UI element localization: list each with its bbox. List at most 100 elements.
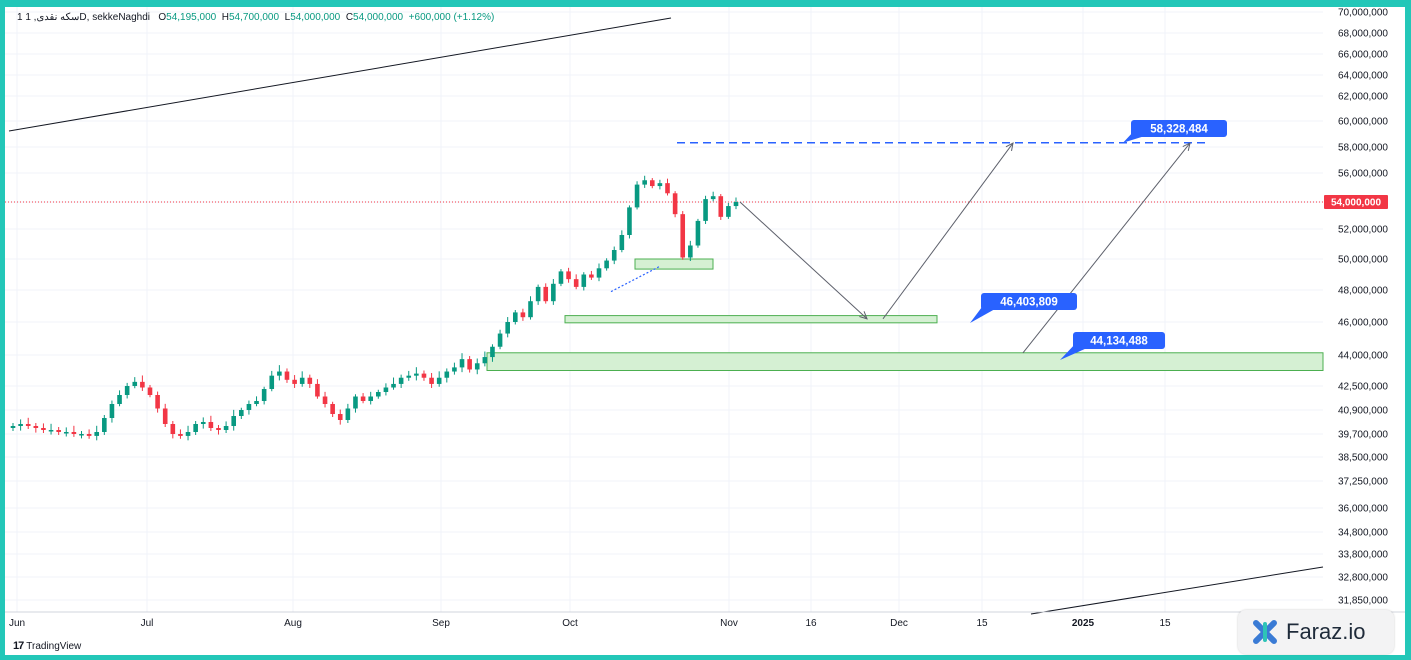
candle bbox=[239, 407, 244, 419]
y-tick-label: 44,000,000 bbox=[1338, 351, 1388, 362]
tradingview-logo[interactable]: 17 TradingView bbox=[13, 640, 81, 652]
x-tick-label: Nov bbox=[720, 618, 738, 629]
candle-body bbox=[102, 418, 107, 432]
candle bbox=[573, 274, 579, 290]
candle bbox=[398, 374, 404, 388]
candle-body bbox=[79, 434, 84, 436]
y-tick-label: 38,500,000 bbox=[1338, 453, 1388, 464]
high-value: 54,700,000 bbox=[229, 12, 280, 23]
candle-body bbox=[109, 404, 115, 418]
candle bbox=[436, 371, 442, 387]
candle bbox=[566, 267, 571, 283]
candle-body bbox=[132, 381, 138, 386]
upper-trend-line bbox=[8, 17, 672, 132]
price-axis[interactable]: 70,000,000 68,000,000 66,000,000 64,000,000… bbox=[1338, 8, 1388, 607]
candle-body bbox=[322, 396, 328, 404]
candle-body bbox=[178, 434, 183, 436]
candle-body bbox=[406, 375, 412, 378]
time-axis[interactable]: Jun Jul Aug Sep Oct Nov 16 Dec 15 2025 15 bbox=[5, 611, 1405, 629]
candle-body bbox=[512, 312, 518, 322]
y-tick-label: 50,000,000 bbox=[1338, 255, 1388, 266]
arrow-shaft bbox=[739, 201, 868, 320]
candle-body bbox=[269, 375, 275, 389]
candle-body bbox=[429, 377, 434, 384]
candle bbox=[162, 403, 168, 427]
callout-text: 58,328,484 bbox=[1150, 124, 1208, 136]
lower-trend-line bbox=[1030, 566, 1324, 615]
x-tick-label: 2025 bbox=[1072, 618, 1095, 629]
candle bbox=[543, 283, 549, 304]
candle-body bbox=[315, 383, 320, 397]
candle bbox=[611, 246, 617, 265]
close-value: 54,000,000 bbox=[353, 12, 404, 23]
candle bbox=[391, 377, 396, 390]
candle-body bbox=[391, 383, 396, 388]
candle bbox=[170, 421, 176, 439]
candle bbox=[718, 194, 724, 220]
candle bbox=[421, 370, 427, 381]
open-value: 54,195,000 bbox=[166, 12, 217, 23]
candle bbox=[383, 383, 389, 396]
high-label: H bbox=[221, 12, 229, 23]
candle bbox=[512, 310, 518, 325]
y-tick-label: 31,850,000 bbox=[1338, 596, 1388, 607]
candle-body bbox=[193, 424, 198, 432]
candle bbox=[86, 429, 92, 439]
candle-body bbox=[421, 373, 427, 378]
candle bbox=[642, 175, 647, 188]
candle-body bbox=[239, 410, 244, 416]
candle bbox=[254, 396, 259, 407]
candle bbox=[726, 202, 731, 219]
candle bbox=[71, 425, 77, 437]
candle-body bbox=[604, 260, 609, 269]
candle bbox=[703, 195, 708, 225]
candle bbox=[185, 425, 191, 441]
candle-body bbox=[200, 422, 206, 424]
candles bbox=[10, 175, 739, 441]
last-price-badge bbox=[1324, 195, 1388, 209]
candle bbox=[360, 393, 366, 404]
candle-body bbox=[528, 301, 533, 318]
candle bbox=[33, 423, 39, 433]
candle bbox=[589, 270, 594, 280]
candle-body bbox=[155, 395, 160, 409]
support-zone-49m bbox=[634, 258, 714, 270]
y-tick-label: 36,000,000 bbox=[1338, 504, 1388, 515]
y-tick-label: 42,500,000 bbox=[1338, 382, 1388, 393]
candle-body bbox=[665, 183, 670, 194]
candle bbox=[18, 419, 23, 431]
candle-body bbox=[589, 274, 594, 278]
candle bbox=[261, 386, 267, 405]
candle-body bbox=[543, 286, 549, 302]
candle-body bbox=[398, 377, 404, 384]
projection-arrows bbox=[739, 142, 1191, 354]
candle bbox=[292, 375, 297, 388]
candle bbox=[490, 344, 495, 362]
candle bbox=[657, 179, 663, 190]
candle-body bbox=[185, 432, 191, 436]
candle bbox=[467, 356, 472, 373]
candle bbox=[330, 401, 335, 417]
candle bbox=[79, 431, 84, 439]
candle-body bbox=[147, 387, 153, 395]
candle-body bbox=[254, 401, 259, 404]
candle bbox=[140, 375, 145, 391]
candle bbox=[406, 370, 412, 381]
candle-body bbox=[345, 408, 351, 420]
candle bbox=[246, 400, 252, 415]
candle-body bbox=[48, 430, 54, 432]
x-tick-label: Oct bbox=[562, 618, 578, 629]
candle bbox=[353, 394, 358, 413]
x-tick-label: Dec bbox=[890, 618, 908, 629]
candle bbox=[581, 272, 587, 291]
price-chart[interactable]: 70,000,000 68,000,000 66,000,000 64,000,000… bbox=[5, 7, 1405, 655]
price-callout: 58,328,484 bbox=[1123, 120, 1227, 143]
candle bbox=[63, 427, 69, 437]
arrow-shaft bbox=[1022, 142, 1191, 354]
candle bbox=[208, 415, 214, 431]
candle bbox=[178, 429, 183, 439]
faraz-watermark: Faraz.io bbox=[1238, 610, 1394, 654]
candle-body bbox=[642, 180, 647, 185]
candle bbox=[733, 197, 739, 210]
support-zone-44m bbox=[486, 352, 1324, 372]
